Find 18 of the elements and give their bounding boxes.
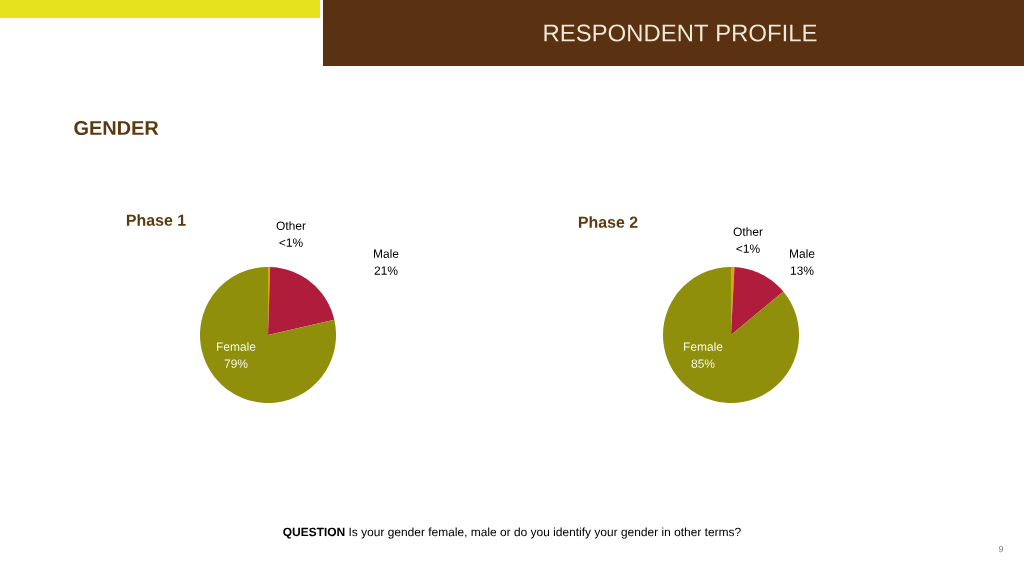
data-label: 21%: [374, 266, 398, 275]
chart-title: Phase 1: [126, 214, 186, 226]
data-label: <1%: [736, 244, 760, 253]
chart-title: Phase 2: [578, 216, 638, 228]
text: RESPONDENT PROFILE: [544, 24, 817, 42]
slice-label: Male: [790, 249, 815, 258]
text: GENDER: [74, 120, 159, 136]
text: QUESTION Is your gender female, male or do you identify your gender in other terms?: [283, 527, 741, 539]
text: 9: [998, 545, 1004, 553]
data-label: 79%: [224, 359, 248, 368]
data-label: <1%: [279, 238, 303, 247]
data-label: 13%: [790, 266, 814, 275]
data-label: 85%: [691, 359, 715, 368]
slice-label: Other: [733, 227, 763, 236]
slice-label: Female: [217, 342, 256, 351]
slice-label: Male: [374, 249, 399, 258]
slice-label: Female: [684, 342, 723, 351]
slice-label: Other: [276, 221, 306, 230]
